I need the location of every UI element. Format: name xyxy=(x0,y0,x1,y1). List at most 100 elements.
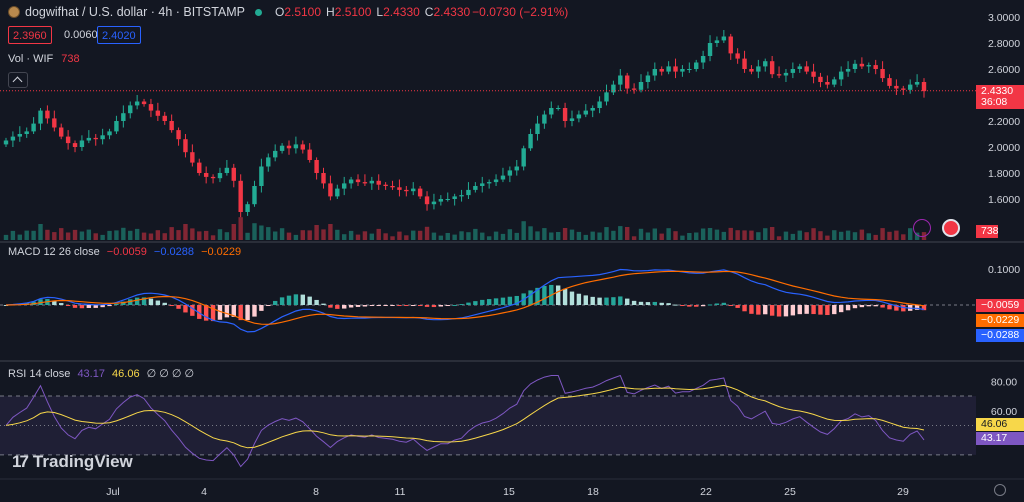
buy-price-button[interactable]: 2.4020 xyxy=(97,26,141,44)
macd-histogram-bar xyxy=(818,305,823,315)
collapse-legend-button[interactable] xyxy=(8,72,28,88)
candle-body xyxy=(597,101,602,108)
volume-bar xyxy=(638,228,644,240)
macd-histogram-bar xyxy=(169,305,174,306)
volume-bar xyxy=(804,232,809,240)
volume-bar xyxy=(31,230,36,240)
macd-tick-label: 0.1000 xyxy=(988,264,1020,276)
rsi-legend[interactable]: RSI 14 close 43.17 46.06 ∅ ∅ ∅ ∅ xyxy=(8,367,194,380)
spread-value: 0.0060 xyxy=(64,29,98,41)
macd-hist-tag: −0.0059 xyxy=(976,299,1024,312)
lightning-icon[interactable] xyxy=(913,219,931,237)
macd-histogram-bar xyxy=(887,305,892,310)
macd-histogram-bar xyxy=(162,302,167,305)
volume-bar xyxy=(445,233,450,240)
settings-gear-icon[interactable] xyxy=(994,484,1006,496)
candle-body xyxy=(769,61,775,75)
volume-bar xyxy=(507,229,513,240)
volume-bar xyxy=(121,227,126,240)
candle-body xyxy=(659,69,664,72)
time-tick-label: 25 xyxy=(784,486,796,498)
macd-histogram-bar xyxy=(293,294,299,305)
macd-histogram-bar xyxy=(859,305,865,308)
volume-bar xyxy=(45,229,50,240)
macd-histogram-bar xyxy=(694,305,699,307)
symbol-title[interactable]: dogwifhat / U.S. dollar · 4h · BITSTAMP xyxy=(25,5,245,19)
macd-histogram-bar xyxy=(597,297,602,305)
candle-body xyxy=(65,136,71,144)
macd-value-macd: −0.0288 xyxy=(153,246,194,258)
volume-bar xyxy=(459,231,464,240)
candle-body xyxy=(252,186,257,205)
rsi-ma-line xyxy=(5,384,925,449)
macd-histogram-bar xyxy=(348,305,354,308)
tradingview-logo[interactable]: 17 TradingView xyxy=(12,452,133,472)
candle-body xyxy=(79,140,85,147)
market-status-icon[interactable] xyxy=(254,8,262,16)
volume-bar xyxy=(397,231,402,240)
price-tick-label: 2.2000 xyxy=(988,116,1020,128)
volume-bar xyxy=(272,231,278,240)
close-label: C xyxy=(424,5,434,19)
volume-bar xyxy=(100,234,105,240)
volume-bar xyxy=(3,234,9,240)
candle-body xyxy=(700,56,706,63)
volume-bar xyxy=(486,236,492,240)
candle-body xyxy=(625,75,630,89)
volume-bar xyxy=(500,233,506,240)
macd-histogram-bar xyxy=(569,291,575,305)
macd-histogram-bar xyxy=(611,297,616,305)
volume-bar xyxy=(65,232,71,240)
volume-legend[interactable]: Vol · WIF 738 xyxy=(8,53,80,65)
volume-bar xyxy=(466,232,471,240)
rsi-ma-value: 46.06 xyxy=(112,368,140,380)
time-tick-label: 11 xyxy=(395,486,406,498)
volume-bar xyxy=(86,229,92,240)
macd-histogram-bar xyxy=(383,305,388,306)
candle-body xyxy=(852,63,858,69)
macd-line-tag: −0.0288 xyxy=(976,329,1024,342)
volume-bar xyxy=(680,235,685,240)
time-tick-label: 18 xyxy=(587,486,599,498)
volume-bar xyxy=(514,232,519,240)
volume-bar xyxy=(555,232,561,240)
sell-price-button[interactable]: 2.3960 xyxy=(8,26,52,44)
candle-body xyxy=(583,110,588,115)
candle-body xyxy=(901,88,906,90)
macd-histogram-bar xyxy=(404,305,409,306)
macd-legend[interactable]: MACD 12 26 close −0.0059 −0.0288 −0.0229 xyxy=(8,246,241,258)
flag-icon[interactable] xyxy=(942,219,960,237)
volume-bar xyxy=(176,230,181,240)
candle-body xyxy=(266,157,271,167)
macd-histogram-bar xyxy=(376,305,381,306)
candle-body xyxy=(59,127,64,137)
candle-body xyxy=(148,104,154,111)
candle-body xyxy=(245,204,250,212)
volume-bar xyxy=(424,226,430,240)
candle-body xyxy=(286,145,292,149)
candle-body xyxy=(866,65,871,67)
macd-histogram-bar xyxy=(355,305,361,307)
macd-histogram-bar xyxy=(79,305,85,309)
volume-bar xyxy=(307,230,312,240)
candle-body xyxy=(555,108,561,109)
rsi-ma-tag: 46.06 xyxy=(976,418,1024,431)
volume-bar xyxy=(797,230,802,240)
volume-bar xyxy=(521,221,526,240)
macd-histogram-bar xyxy=(645,302,651,305)
macd-value-signal: −0.0229 xyxy=(201,246,242,258)
last-price-value: 2.4330 xyxy=(981,85,1014,97)
candle-body xyxy=(486,182,492,184)
candle-body xyxy=(424,196,430,205)
macd-histogram-bar xyxy=(631,300,637,305)
candle-body xyxy=(52,118,57,128)
macd-histogram-bar xyxy=(217,305,223,320)
macd-histogram-bar xyxy=(224,305,230,318)
macd-histogram-bar xyxy=(845,305,851,311)
macd-histogram-bar xyxy=(231,305,236,317)
macd-value-hist: −0.0059 xyxy=(106,246,147,258)
macd-histogram-bar xyxy=(473,301,478,305)
candle-body xyxy=(873,65,878,69)
macd-histogram-bar xyxy=(832,305,837,315)
